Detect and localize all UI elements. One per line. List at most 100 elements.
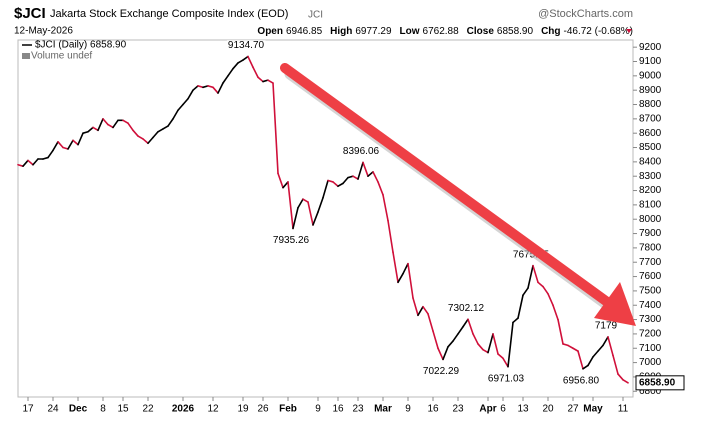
y-tick-label: 7100 (639, 343, 662, 354)
price-segment (82, 130, 89, 134)
x-tick-label: 15 (117, 404, 129, 415)
price-segment (537, 281, 544, 288)
price-segment (97, 118, 104, 132)
point-label-bg (341, 146, 381, 158)
price-segment (442, 346, 449, 361)
x-tick-label: 9 (315, 404, 321, 415)
last-price-label: 6858.90 (639, 377, 676, 388)
down-indicator (626, 29, 632, 33)
stat-label: Open (257, 26, 283, 37)
price-segment (407, 262, 414, 299)
price-segment (307, 201, 314, 226)
price-segment (222, 75, 229, 84)
price-segment (177, 103, 184, 112)
y-tick-label: 7900 (639, 228, 662, 239)
price-segment (462, 318, 469, 328)
y-tick-label: 7800 (639, 243, 662, 254)
x-tick-label: 23 (352, 404, 364, 415)
price-segment (577, 350, 584, 370)
price-segment (497, 353, 504, 360)
y-tick-label: 8400 (639, 157, 662, 168)
x-tick-label: 11 (618, 404, 629, 415)
x-tick-label: 20 (542, 404, 554, 415)
y-tick-label: 7700 (639, 257, 662, 268)
price-segment (312, 211, 319, 226)
y-tick-label: 8700 (639, 113, 662, 124)
point-label: 7022.29 (423, 366, 460, 377)
legend-entry: $JCI (Daily) 6858.90 (35, 40, 127, 51)
y-tick-label: 8300 (639, 171, 662, 182)
source: @StockCharts.com (538, 8, 633, 20)
x-tick-label: 8 (100, 404, 106, 415)
price-segment (322, 179, 329, 199)
price-segment (172, 109, 179, 120)
x-tick-label: May (583, 404, 603, 415)
price-segment (192, 85, 199, 91)
point-label-bg (446, 302, 486, 314)
price-segment (32, 158, 39, 166)
price-segment (237, 59, 244, 64)
price-segment (622, 378, 629, 384)
price-segment (67, 139, 74, 150)
price-segment (567, 344, 574, 350)
price-segment (87, 126, 94, 133)
price-segment (292, 206, 299, 230)
price-segment (562, 343, 569, 347)
price-segment (387, 219, 394, 253)
price-segment (132, 129, 139, 137)
x-tick-label: 9 (405, 404, 411, 415)
price-segment (57, 140, 64, 149)
x-tick-label: 6 (500, 404, 506, 415)
price-segment (42, 156, 49, 160)
point-label: 6971.03 (488, 373, 525, 384)
index-name: Jakarta Stock Exchange Composite Index (… (50, 8, 288, 20)
price-segment (422, 305, 429, 315)
stat-label: Chg (541, 26, 560, 37)
stat-label: Close (467, 26, 495, 37)
price-segment (337, 182, 344, 188)
price-segment (147, 136, 154, 145)
stat-value: 6762.88 (423, 26, 460, 37)
exchange: JCI (308, 10, 323, 21)
price-segment (242, 55, 249, 61)
price-segment (162, 125, 169, 130)
price-segment (17, 163, 24, 167)
y-tick-label: 9200 (639, 42, 662, 53)
price-segment (257, 76, 264, 83)
price-segment (107, 123, 114, 129)
price-segment (327, 179, 334, 183)
x-tick-label: 22 (142, 404, 154, 415)
price-segment (607, 336, 614, 357)
price-segment (157, 128, 164, 133)
point-label-bg (271, 235, 311, 247)
price-segment (262, 79, 269, 83)
price-segment (397, 272, 404, 284)
symbol: $JCI (14, 5, 46, 22)
y-tick-label: 8100 (639, 200, 662, 211)
price-segment (352, 175, 359, 180)
price-segment (447, 340, 454, 348)
x-tick-label: 27 (567, 404, 579, 415)
price-segment (137, 135, 144, 140)
price-segment (302, 198, 309, 203)
stat-value: 6946.85 (286, 26, 323, 37)
y-tick-label: 7600 (639, 271, 662, 282)
y-tick-label: 7200 (639, 329, 662, 340)
x-tick-label: Feb (279, 404, 297, 415)
price-segment (597, 344, 604, 352)
price-segment (452, 333, 459, 342)
price-segment (127, 122, 134, 132)
volume-icon (22, 53, 30, 59)
price-segment (277, 172, 284, 189)
y-tick-label: 8500 (639, 142, 662, 153)
price-segment (142, 138, 149, 145)
price-segment (502, 357, 509, 368)
price-segment (612, 354, 619, 375)
y-tick-label: 8900 (639, 85, 662, 96)
y-tick-label: 7400 (639, 300, 662, 311)
x-tick-label: Apr (479, 404, 496, 415)
x-tick-label: 12 (207, 404, 219, 415)
point-label: 7935.26 (273, 235, 310, 246)
price-segment (207, 85, 214, 89)
